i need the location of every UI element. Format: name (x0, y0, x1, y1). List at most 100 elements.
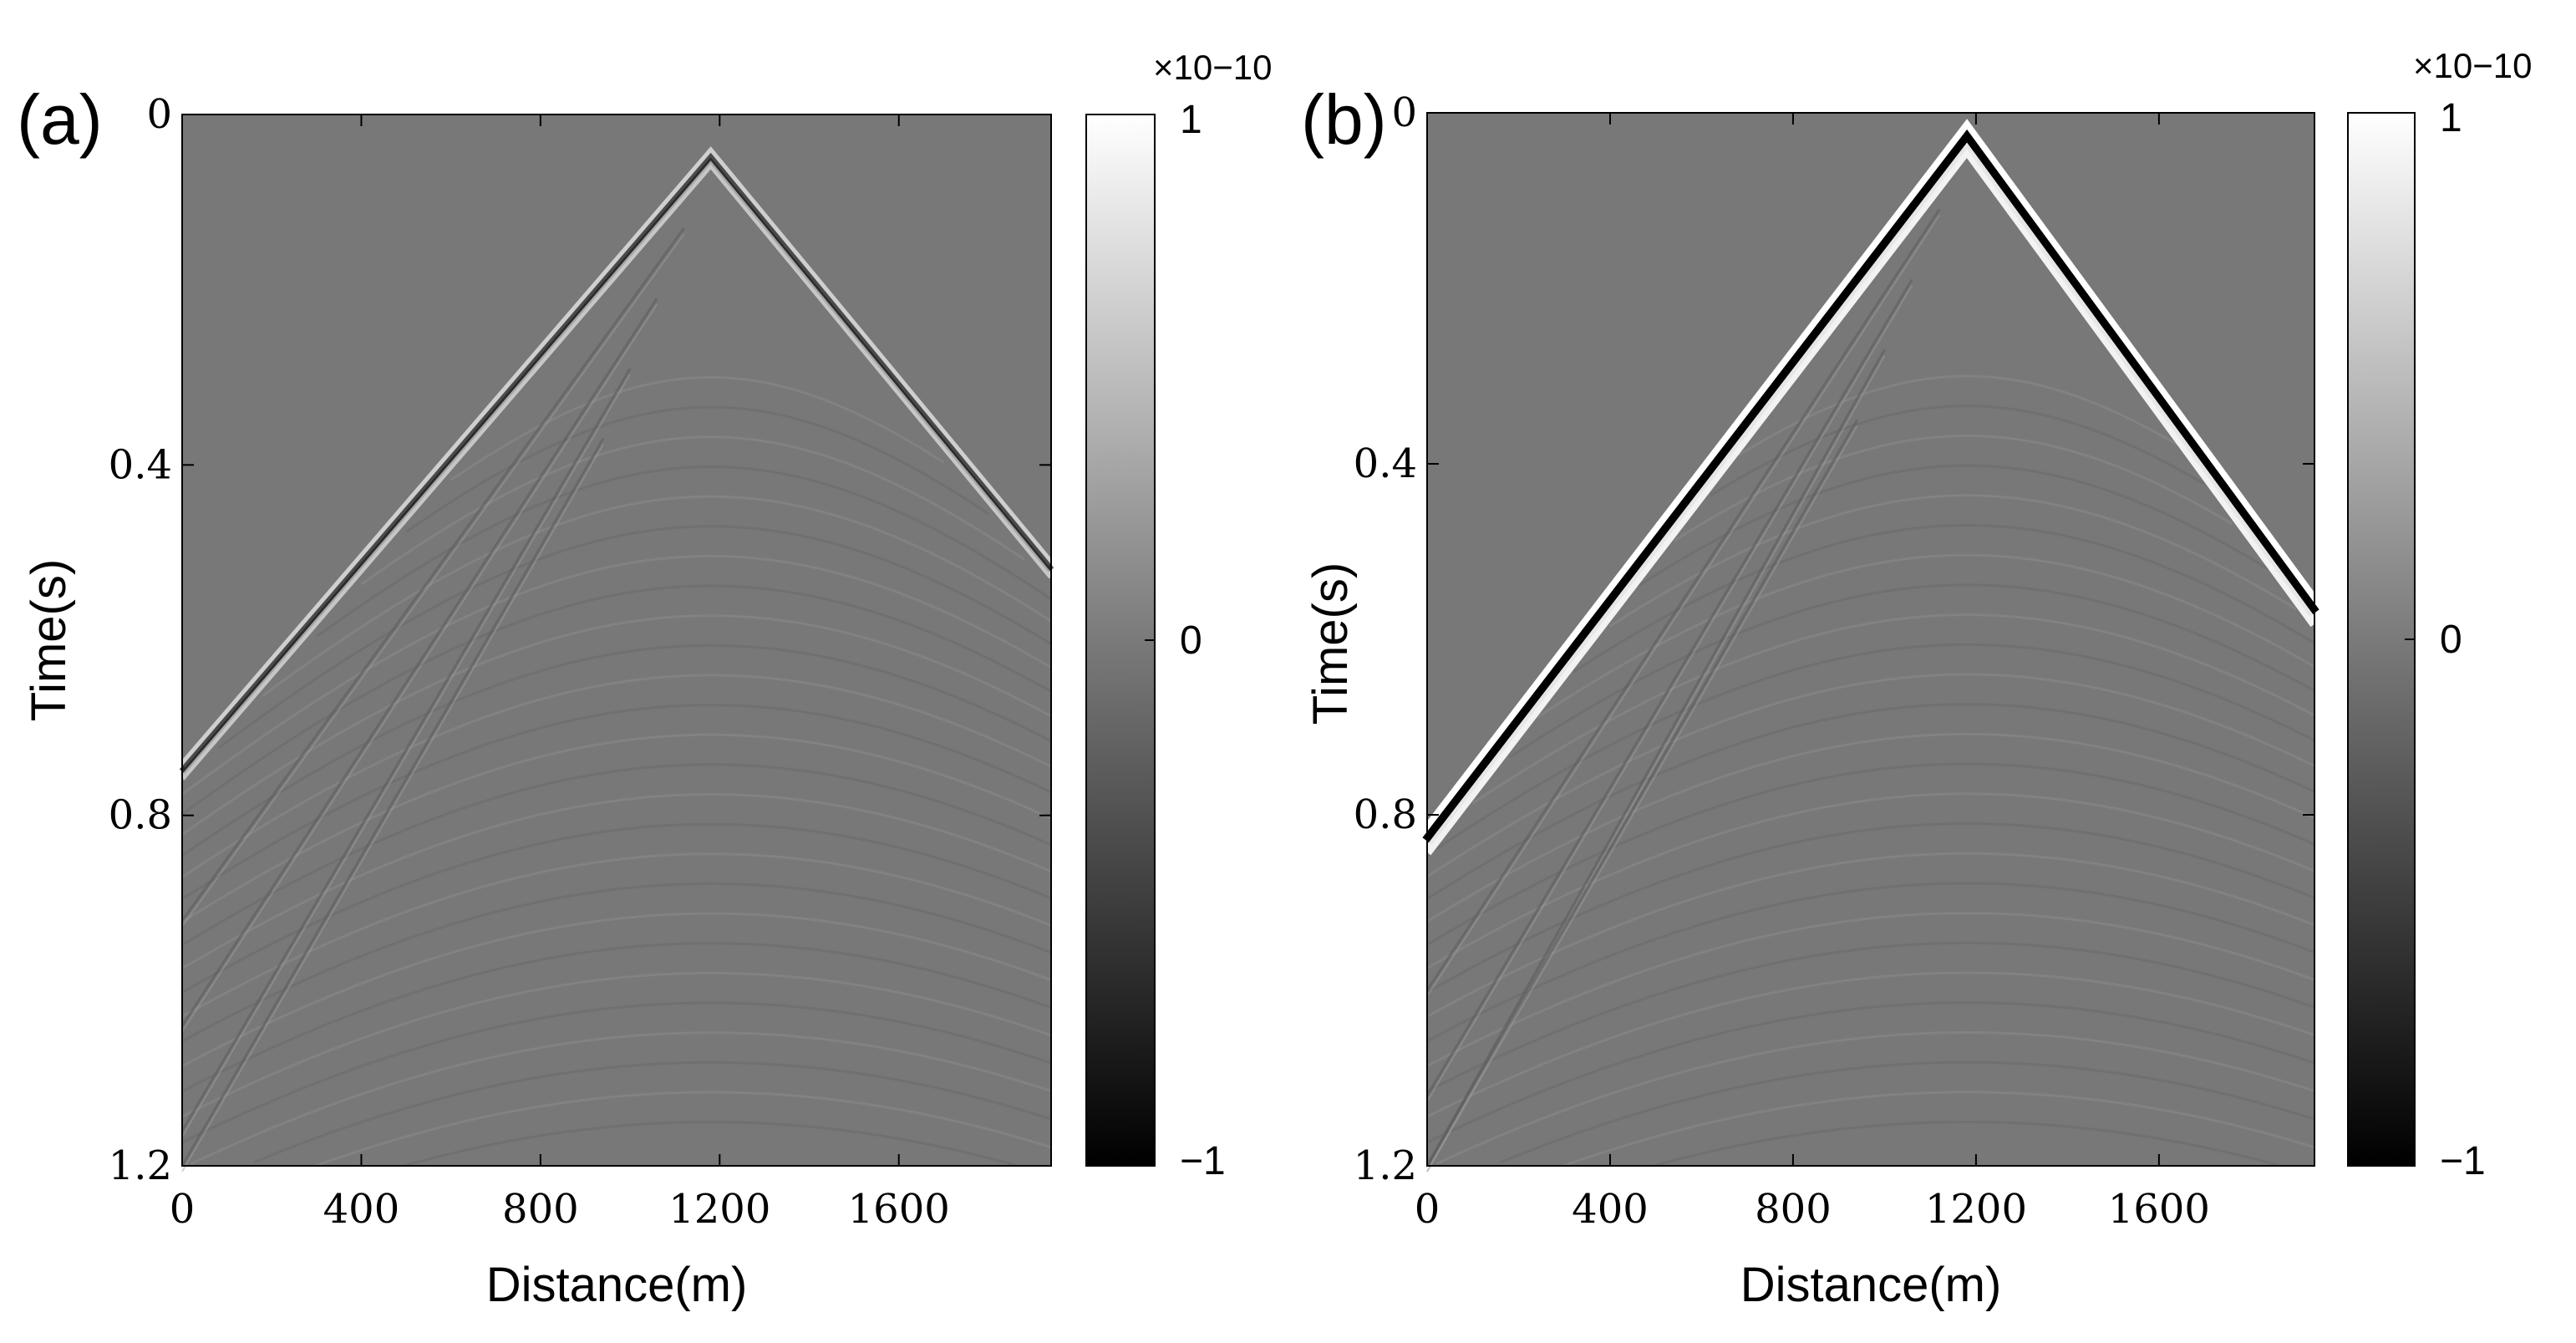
reflection-event (1435, 1030, 2315, 1166)
panel-a-axes-box (181, 114, 1052, 1167)
reflection-event (1536, 553, 2315, 719)
panel-a-colorbar-ticks: 1 0 −1 (1145, 98, 1226, 1183)
secondary-arrival-sidelobe (181, 233, 685, 928)
y-tick-label: 0.8 (109, 792, 172, 839)
y-tick-label: 1.2 (1354, 1142, 1417, 1189)
x-tick-label: 0 (170, 1186, 196, 1233)
reflection-event (1426, 762, 2315, 946)
panel-a-plot-area: 0 400 800 1200 1600 0 0.4 0.8 1.2 (109, 91, 1054, 1233)
reflection-event (1435, 643, 2315, 851)
reflection-event (181, 971, 1052, 1118)
secondary-arrival (180, 298, 658, 1027)
reflection-event (181, 704, 1052, 901)
secondary-arrival (180, 227, 685, 922)
x-tick-label: 400 (1572, 1186, 1649, 1233)
reflection-event (1426, 822, 2315, 994)
reflection-event (253, 1061, 1052, 1164)
reflection-event (1426, 941, 2315, 1093)
panel-a-background (182, 114, 1051, 1166)
colorbar-tick-label: 0 (1180, 618, 1202, 663)
panel-b-colorbar-gradient (2347, 112, 2416, 1167)
x-tick-label: 0 (1415, 1186, 1440, 1233)
reflection-event (181, 912, 1052, 1068)
secondary-arrival-sidelobe (181, 303, 658, 1032)
reflection-event (181, 644, 1052, 857)
reflection-event (1426, 673, 2315, 878)
y-tick-label: 0.8 (1354, 791, 1417, 838)
y-tick-label: 0 (1391, 89, 1417, 136)
reflection-event (181, 942, 1052, 1093)
panel-a-y-axis-label: Time(s) (22, 559, 76, 721)
secondary-arrival-sidelobe (181, 374, 631, 1137)
reflection-event (217, 525, 1052, 750)
reflection-event (1426, 882, 2315, 1043)
reflection-event (405, 405, 989, 533)
secondary-arrival (180, 438, 605, 1167)
reflection-event (1573, 523, 2315, 674)
secondary-arrival-sidelobe (1426, 284, 1913, 1102)
reflection-event (1426, 971, 2315, 1118)
y-tick-label: 0.4 (109, 441, 172, 488)
panel-a-label: (a) (17, 80, 103, 159)
reflection-event (181, 763, 1052, 947)
reflection-event (1426, 852, 2315, 1018)
colorbar-tick-label: −1 (1180, 1139, 1226, 1183)
reflection-event (181, 733, 1052, 923)
reflection-event (360, 435, 1025, 586)
colorbar-tick-label: 1 (2440, 96, 2462, 140)
first-arrival-black-lobe (179, 152, 1054, 775)
secondary-arrival (1425, 419, 1858, 1167)
reflection-event (1655, 1121, 2279, 1167)
reflection-event (181, 554, 1052, 796)
colorbar-tick-label: −1 (2440, 1139, 2486, 1183)
reflection-event (181, 882, 1052, 1043)
reflection-event (1426, 703, 2315, 900)
panel-b: (b) 0 400 800 1200 1600 0 0.4 0.8 1.2 Distance(… (1301, 46, 2533, 1312)
colorbar-tick-label: 1 (1180, 98, 1202, 142)
x-tick-label: 800 (502, 1186, 579, 1233)
panel-a-x-ticks: 0 400 800 1200 1600 (170, 114, 950, 1233)
reflection-event (405, 1121, 1016, 1167)
secondary-arrival-sidelobe (1426, 214, 1940, 997)
secondary-arrival (180, 368, 632, 1132)
colorbar-tick-label: 0 (2440, 618, 2462, 662)
reflection-event (1500, 1061, 2315, 1164)
y-tick-label: 1.2 (109, 1142, 172, 1189)
reflection-event (1637, 464, 2270, 588)
panel-b-x-axis-label: Distance(m) (1740, 1258, 2002, 1312)
reflection-event (1426, 912, 2315, 1067)
reflection-event (181, 1001, 1052, 1144)
reflection-event (262, 495, 1052, 697)
x-tick-label: 1200 (1925, 1186, 2027, 1233)
panel-b-x-ticks: 0 400 800 1200 1600 (1415, 113, 2210, 1233)
reflection-event (181, 674, 1052, 878)
x-tick-label: 1600 (2108, 1186, 2210, 1233)
reflection-event (1426, 732, 2315, 923)
panel-a-colorbar: ×10−10 1 0 −1 (1085, 48, 1273, 1183)
panel-a-colorbar-gradient (1085, 114, 1156, 1167)
reflection-event (181, 584, 1052, 816)
reflection-event (316, 1091, 1052, 1167)
panel-a: (a) 0 400 800 1200 1600 0 0.4 0.8 1.2 Distance(… (17, 48, 1273, 1312)
first-arrival-trailing-lobe (180, 160, 1054, 781)
reflection-event (181, 852, 1052, 1018)
reflection-event (1737, 374, 2178, 457)
reflection-event (1673, 434, 2233, 542)
panel-b-plot-area: 0 400 800 1200 1600 0 0.4 0.8 1.2 (1354, 89, 2319, 1233)
reflection-event (1508, 583, 2315, 759)
secondary-arrival (1425, 278, 1913, 1096)
reflection-event (1710, 404, 2206, 496)
panel-b-axes-box (1426, 112, 2315, 1167)
first-arrival-trailing-lobe (1423, 142, 2319, 856)
first-arrival-black-lobe (1422, 129, 2319, 845)
panel-b-y-axis-label: Time(s) (1303, 562, 1358, 725)
reflection-event (181, 792, 1052, 970)
panel-b-seismic-events (1422, 119, 2319, 1173)
panel-b-colorbar-ticks: 1 0 −1 (2405, 96, 2486, 1183)
panel-a-seismic-events (179, 146, 1054, 1173)
secondary-arrival (1425, 348, 1886, 1167)
first-arrival-white-lobe (179, 146, 1054, 768)
x-tick-label: 1200 (668, 1186, 770, 1233)
reflection-event (450, 375, 945, 481)
panel-a-x-axis-label: Distance(m) (486, 1258, 748, 1312)
